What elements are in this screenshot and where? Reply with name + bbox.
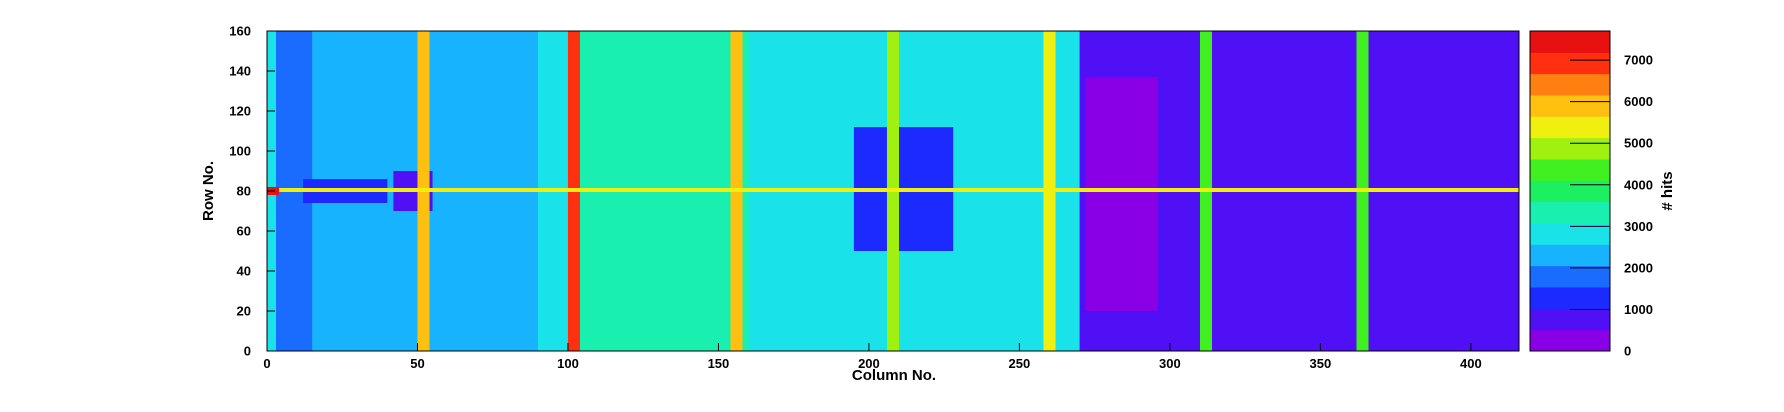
heatmap-region-17	[267, 188, 1519, 192]
colorbar: 0 1000 2000 3000 4000 5000 6000 7000	[1529, 30, 1653, 359]
colorbar-segment-0	[1530, 329, 1610, 352]
colorbar-segment-5	[1530, 223, 1610, 245]
x-axis-title: Column No.	[852, 367, 936, 384]
x-tick-label-250: 250	[1009, 356, 1031, 371]
colorbar-segment-12	[1530, 73, 1610, 96]
heatmap-region-4	[1085, 77, 1158, 311]
x-tick-label-200: 200	[858, 356, 880, 371]
colorbar-segment-3	[1530, 265, 1610, 288]
colorbar-segment-8	[1530, 159, 1610, 181]
x-tick-label-400: 400	[1460, 356, 1482, 371]
y-tick-label-60: 60	[237, 224, 251, 239]
colorbar-title: # hits	[1659, 171, 1676, 210]
colorbar-segment-10	[1530, 116, 1610, 139]
colorbar-tick-label-0: 0	[1624, 344, 1631, 359]
heatmap-region-5	[1157, 101, 1519, 311]
colorbar-segment-6	[1530, 201, 1610, 224]
y-tick-label-80: 80	[237, 184, 251, 199]
colorbar-tick-label-5000: 5000	[1624, 136, 1653, 151]
x-tick-label-100: 100	[557, 356, 579, 371]
colorbar-tick-label-3000: 3000	[1624, 219, 1653, 234]
colorbar-segment-4	[1530, 244, 1610, 267]
x-tick-label-0: 0	[263, 356, 270, 371]
heatmap-plot-area	[266, 30, 1520, 352]
x-tick-label-150: 150	[708, 356, 730, 371]
y-tick-label-160: 160	[229, 24, 251, 39]
colorbar-segment-13	[1530, 52, 1610, 75]
colorbar-tick-label-1000: 1000	[1624, 302, 1653, 317]
x-tick-label-350: 350	[1310, 356, 1332, 371]
colorbar-tick-label-4000: 4000	[1624, 177, 1653, 192]
x-tick-label-300: 300	[1159, 356, 1181, 371]
colorbar-segment-1	[1530, 308, 1610, 331]
colorbar-segment-7	[1530, 180, 1610, 203]
x-axis: 0 50 100 150 200 250 300 350 400	[263, 343, 1482, 371]
colorbar-segment-9	[1530, 137, 1610, 160]
x-tick-label-50: 50	[410, 356, 424, 371]
colorbar-segment-11	[1530, 95, 1610, 117]
y-tick-label-20: 20	[237, 304, 251, 319]
colorbar-tick-label-2000: 2000	[1624, 260, 1653, 275]
colorbar-tick-label-6000: 6000	[1624, 94, 1653, 109]
colorbar-tick-label-7000: 7000	[1624, 53, 1653, 68]
y-tick-label-140: 140	[229, 64, 251, 79]
colorbar-segment-2	[1530, 287, 1610, 309]
colorbar-segment-14	[1530, 31, 1610, 53]
y-axis-title: Row No.	[200, 161, 217, 221]
heatmap-cells	[267, 31, 1519, 351]
y-tick-label-120: 120	[229, 104, 251, 119]
y-axis: 0 20 40 60 80 100 120 140 160	[229, 24, 275, 359]
y-tick-label-40: 40	[237, 264, 251, 279]
y-tick-label-100: 100	[229, 144, 251, 159]
y-tick-label-0: 0	[244, 344, 251, 359]
